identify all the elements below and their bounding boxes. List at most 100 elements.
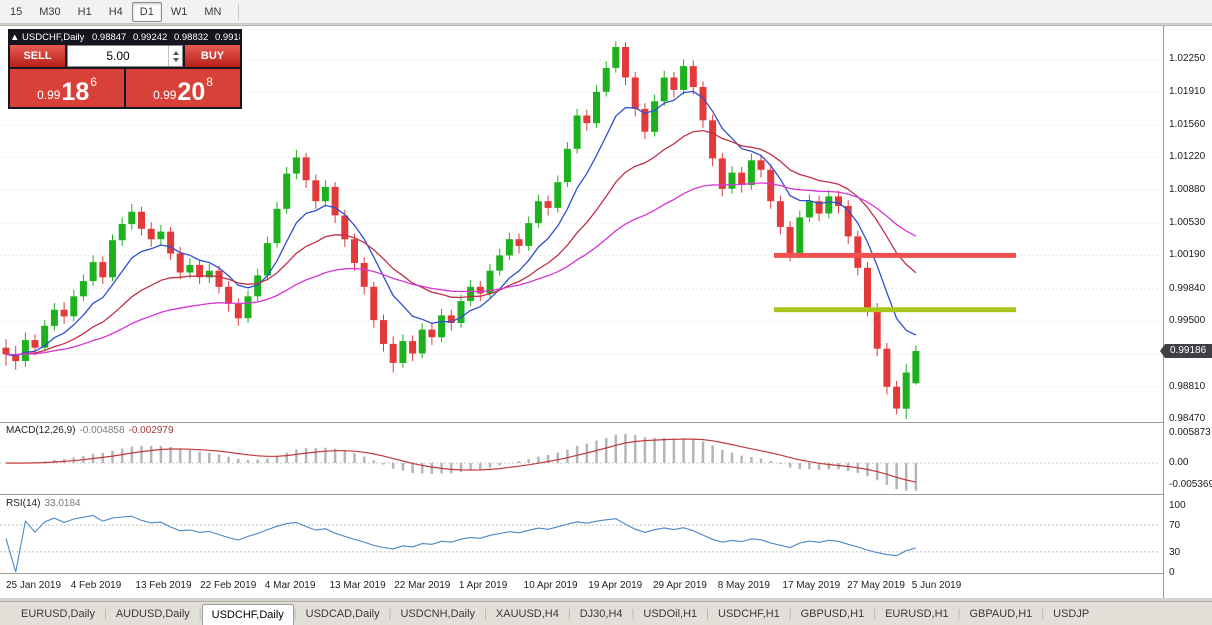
time-axis-label: 8 May 2019 — [717, 580, 770, 591]
timeframe-button-m30[interactable]: M30 — [39, 5, 61, 18]
time-axis-label: 25 Jan 2019 — [6, 580, 62, 591]
tab-separator: | — [957, 608, 961, 620]
collapse-arrow-icon[interactable]: ▲ — [10, 32, 20, 43]
volume-value: 5.00 — [106, 49, 130, 63]
time-axis-label: 4 Feb 2019 — [70, 580, 122, 591]
macd-signal-value: -0.002979 — [128, 425, 174, 436]
tab-separator: | — [388, 608, 392, 620]
panel-splitter — [0, 573, 1212, 574]
toolbar-separator — [238, 3, 240, 20]
main-price-chart[interactable] — [0, 28, 1163, 421]
price-scale-label: 0.99500 — [1169, 315, 1206, 327]
tab-separator: | — [567, 608, 571, 620]
sell-price-sup: 6 — [90, 75, 97, 89]
timeframe-button-15[interactable]: 15 — [10, 5, 23, 18]
rsi-scale-label: 70 — [1169, 520, 1181, 531]
price-scale-label: 1.00530 — [1169, 217, 1206, 229]
rsi-scale-label: 30 — [1169, 547, 1181, 558]
panel-splitter[interactable] — [0, 422, 1212, 423]
ohlc-open: 0.98847 — [91, 32, 127, 43]
chart-tab-usdchf-daily[interactable]: USDCHF,Daily — [201, 604, 294, 625]
sell-button[interactable]: SELL — [10, 45, 65, 67]
time-axis-label: 13 Mar 2019 — [329, 580, 386, 591]
ohlc-close: 0.99186 — [214, 32, 240, 43]
one-click-trading-panel: ▲ USDCHF,Daily 0.98847 0.99242 0.98832 0… — [8, 29, 242, 109]
price-scale-label: 1.02250 — [1169, 53, 1206, 65]
timeframe-button-h4[interactable]: H4 — [108, 5, 123, 18]
chart-tab-usdcad-daily[interactable]: USDCAD,Daily — [305, 608, 380, 620]
rsi-indicator-chart[interactable] — [0, 497, 1163, 572]
chart-tab-gbpaud-h1[interactable]: GBPAUD,H1 — [969, 608, 1033, 620]
chart-tab-usdcnh-daily[interactable]: USDCNH,Daily — [400, 608, 476, 620]
timeframe-button-w1[interactable]: W1 — [170, 5, 188, 18]
price-scale-label: 0.99840 — [1169, 282, 1206, 294]
ohlc-low: 0.98832 — [173, 32, 209, 43]
time-axis-label: 13 Feb 2019 — [135, 580, 192, 591]
time-axis-label: 19 Apr 2019 — [588, 580, 643, 591]
rsi-label: RSI(14) 33.0184 — [6, 498, 81, 509]
rsi-scale-label: 0 — [1169, 567, 1175, 578]
price-scale-label: 1.00190 — [1169, 249, 1206, 261]
panel-splitter[interactable] — [0, 494, 1212, 495]
tab-separator: | — [103, 608, 107, 620]
price-scale-label: 1.00880 — [1169, 183, 1206, 195]
time-axis-label: 17 May 2019 — [782, 580, 841, 591]
current-price-tag: 0.99186 — [1160, 343, 1212, 358]
time-axis-label: 10 Apr 2019 — [523, 580, 578, 591]
time-axis-label: 4 Mar 2019 — [264, 580, 316, 591]
price-scale-label: 0.98810 — [1169, 380, 1206, 392]
buy-price-sup: 8 — [206, 75, 213, 89]
buy-price-tile[interactable]: 0.99 20 8 — [126, 69, 240, 107]
macd-label: MACD(12,26,9) -0.004858 -0.002979 — [6, 425, 174, 436]
chart-window: 25 Jan 2019 4 Feb 2019 13 Feb 2019 22 Feb 2… — [0, 25, 1212, 598]
volume-input[interactable]: 5.00 — [67, 45, 183, 67]
chart-tab-bar: EURUSD,Daily | AUDUSD,Daily | USDCHF,Daily | U… — [0, 601, 1212, 625]
chart-tab-dj30-h4[interactable]: DJ30,H4 — [579, 608, 623, 620]
chart-tab-eurusd-daily[interactable]: EURUSD,Daily — [21, 608, 95, 620]
tab-separator: | — [198, 608, 202, 620]
macd-indicator-chart[interactable] — [0, 424, 1163, 492]
sell-price-big: 18 — [61, 78, 90, 106]
buy-price-big: 20 — [177, 78, 206, 106]
macd-scale-label: -0.005369 — [1169, 479, 1212, 490]
macd-scale-label: 0.005873 — [1169, 427, 1211, 438]
chart-tab-usdchf-h1[interactable]: USDCHF,H1 — [718, 608, 780, 620]
rsi-value: 33.0184 — [44, 498, 81, 509]
price-scale[interactable]: 0.99186 1.02250 1.01910 1.01560 1.01220 1.00… — [1160, 26, 1212, 598]
tab-separator: | — [706, 608, 710, 620]
price-scale-label: 0.98470 — [1169, 413, 1206, 425]
sell-price-tile[interactable]: 0.99 18 6 — [10, 69, 124, 107]
timeframe-button-mn[interactable]: MN — [204, 5, 222, 18]
tab-separator: | — [484, 608, 487, 620]
price-scale-label: 1.01220 — [1169, 151, 1206, 163]
time-axis-label: 22 Mar 2019 — [394, 580, 451, 591]
sell-price-prefix: 0.99 — [37, 88, 61, 102]
chart-tab-gbpusd-h1[interactable]: GBPUSD,H1 — [800, 608, 865, 620]
chart-tab-eurusd-h1[interactable]: EURUSD,H1 — [885, 608, 949, 620]
tab-separator: | — [293, 608, 297, 620]
time-axis-label: 5 Jun 2019 — [911, 580, 962, 591]
chart-tab-xauusd-h4[interactable]: XAUUSD,H4 — [495, 608, 559, 620]
chart-tab-usdoil-h1[interactable]: USDOil,H1 — [643, 608, 698, 620]
macd-main-value: -0.004858 — [79, 425, 125, 436]
buy-button[interactable]: BUY — [185, 45, 240, 67]
chart-tab-usdjp[interactable]: USDJP — [1053, 608, 1090, 620]
time-axis-label: 22 Feb 2019 — [200, 580, 257, 591]
volume-spinner[interactable] — [168, 46, 182, 66]
chart-tab-audusd-daily[interactable]: AUDUSD,Daily — [115, 608, 190, 620]
tab-separator: | — [631, 608, 635, 620]
tab-separator: | — [873, 608, 877, 620]
spin-up-icon[interactable] — [172, 50, 179, 55]
time-axis-label: 27 May 2019 — [847, 580, 905, 591]
macd-scale-label: 0.00 — [1169, 457, 1189, 468]
spin-down-icon[interactable] — [172, 57, 179, 62]
timeframe-toolbar: 15 M30 H1 H4 D1 W1 MN — [0, 0, 1212, 24]
time-axis-label: 1 Apr 2019 — [458, 580, 508, 591]
rsi-name: RSI(14) — [6, 498, 41, 509]
timeframe-button-d1[interactable]: D1 — [131, 1, 162, 22]
price-scale-label: 1.01910 — [1169, 85, 1206, 97]
rsi-scale-label: 100 — [1169, 500, 1186, 511]
time-axis[interactable]: 25 Jan 2019 4 Feb 2019 13 Feb 2019 22 Feb 2… — [0, 575, 1163, 597]
timeframe-button-h1[interactable]: H1 — [77, 5, 92, 18]
chart-title: ▲ USDCHF,Daily 0.98847 0.99242 0.98832 0… — [10, 31, 240, 44]
